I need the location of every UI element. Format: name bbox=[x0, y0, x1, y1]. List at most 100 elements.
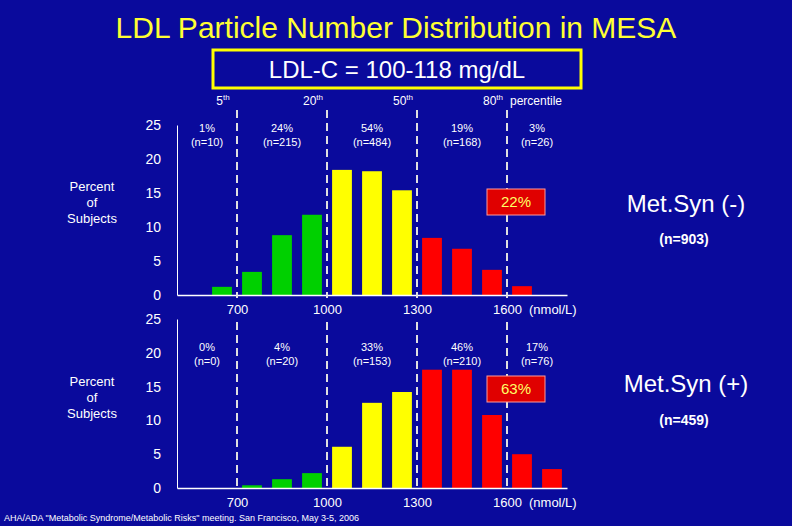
y-tick-label: 15 bbox=[145, 379, 161, 395]
y-tick-label: 10 bbox=[145, 412, 161, 428]
x-axis: 700 1000 1300 1600 bbox=[178, 488, 568, 510]
y-tick: 15 bbox=[145, 185, 177, 201]
percentile-label: 80th bbox=[483, 93, 503, 108]
bar bbox=[542, 469, 562, 488]
segment-percent: 17% bbox=[526, 341, 548, 353]
y-tick: 20 bbox=[145, 345, 177, 361]
segment-count: (n=20) bbox=[266, 355, 298, 367]
y-tick-label: 25 bbox=[145, 117, 161, 133]
highlight-label: 63% bbox=[501, 380, 531, 397]
highlight-box bbox=[487, 189, 545, 215]
background bbox=[0, 0, 792, 526]
x-tick: 1000 bbox=[313, 488, 342, 510]
y-tick: 10 bbox=[145, 219, 177, 235]
bar bbox=[482, 270, 502, 295]
y-axis: 0 5 10 15 20 25 bbox=[145, 311, 177, 496]
y-axis-title: PercentofSubjects bbox=[67, 179, 117, 226]
bar bbox=[302, 473, 322, 488]
percentile-line bbox=[326, 322, 328, 491]
segment-count: (n=153) bbox=[353, 355, 391, 367]
y-tick-label: 5 bbox=[153, 446, 161, 462]
y-axis: 0 5 10 15 20 25 bbox=[145, 117, 177, 303]
y-tick-label: 5 bbox=[153, 253, 161, 269]
segment-percent: 54% bbox=[361, 122, 383, 134]
percentile-line bbox=[416, 110, 418, 298]
subtitle: LDL-C = 100-118 mg/dL bbox=[269, 56, 525, 83]
percentile-label: 20th bbox=[303, 93, 323, 108]
segment-percent: 0% bbox=[199, 341, 215, 353]
segment-count: (n=168) bbox=[443, 136, 481, 148]
bar bbox=[242, 272, 262, 295]
panel: 0 5 10 15 20 25 700 1000 1300 1600 (nmol/L) Percent… bbox=[67, 93, 745, 317]
segment-count: (n=0) bbox=[194, 355, 220, 367]
y-tick: 15 bbox=[145, 379, 177, 395]
title: LDL Particle Number Distribution in MESA bbox=[116, 11, 677, 44]
segment-count: (n=10) bbox=[191, 136, 223, 148]
percentile-label: 5th bbox=[216, 93, 229, 108]
x-tick-label: 700 bbox=[227, 495, 249, 510]
y-tick-label: 10 bbox=[145, 219, 161, 235]
subtitle-box bbox=[213, 50, 581, 88]
percentile-line bbox=[416, 322, 418, 491]
y-tick: 0 bbox=[153, 480, 177, 496]
bars bbox=[212, 170, 532, 295]
y-tick-label: 0 bbox=[153, 287, 161, 303]
x-tick: 1600 bbox=[493, 488, 522, 510]
x-axis: 700 1000 1300 1600 bbox=[178, 295, 568, 317]
segment-count: (n=215) bbox=[263, 136, 301, 148]
bar bbox=[422, 370, 442, 488]
percentile-label: 50th bbox=[393, 93, 413, 108]
x-tick: 1300 bbox=[403, 488, 432, 510]
bars bbox=[242, 370, 562, 488]
y-axis-line bbox=[177, 320, 178, 489]
x-tick: 1300 bbox=[403, 295, 432, 317]
bar bbox=[302, 215, 322, 295]
x-tick: 700 bbox=[227, 488, 249, 510]
x-axis-line bbox=[178, 488, 568, 490]
segment-percent: 24% bbox=[271, 122, 293, 134]
x-tick-label: 1600 bbox=[493, 495, 522, 510]
y-tick: 5 bbox=[153, 253, 177, 269]
segment-percent: 19% bbox=[451, 122, 473, 134]
highlight-box bbox=[487, 376, 545, 402]
bar bbox=[452, 370, 472, 488]
y-axis-title: PercentofSubjects bbox=[67, 374, 117, 421]
y-tick-label: 20 bbox=[145, 345, 161, 361]
y-axis-line bbox=[177, 126, 178, 296]
percentile-caption: percentile bbox=[510, 94, 562, 108]
bar bbox=[272, 479, 292, 488]
x-axis-title: (nmol/L) bbox=[529, 302, 577, 317]
bar bbox=[422, 238, 442, 295]
segment-percent: 3% bbox=[529, 122, 545, 134]
segment-count: (n=26) bbox=[521, 136, 553, 148]
highlight-label: 22% bbox=[501, 193, 531, 210]
source: AHA/ADA "Metabolic Syndrome/Metabolic Ri… bbox=[4, 513, 359, 523]
bar bbox=[332, 447, 352, 488]
segment-percent: 33% bbox=[361, 341, 383, 353]
panel: 0510152025700100013001600(nmol/L)Percent… bbox=[67, 311, 748, 510]
y-tick: 10 bbox=[145, 412, 177, 428]
bar bbox=[362, 171, 382, 295]
segment-percent: 4% bbox=[274, 341, 290, 353]
group-label: Met.Syn (-) bbox=[627, 190, 746, 217]
y-tick-label: 20 bbox=[145, 151, 161, 167]
x-tick: 700 bbox=[227, 295, 249, 317]
segment-count: (n=210) bbox=[443, 355, 481, 367]
bar bbox=[512, 454, 532, 488]
y-tick: 20 bbox=[145, 151, 177, 167]
bar bbox=[242, 485, 262, 488]
group-label: Met.Syn (+) bbox=[624, 370, 749, 397]
x-tick: 1600 bbox=[493, 295, 522, 317]
x-tick: 1000 bbox=[313, 295, 342, 317]
y-tick: 25 bbox=[145, 311, 177, 327]
bar bbox=[392, 392, 412, 488]
x-tick-label: 700 bbox=[227, 302, 249, 317]
x-tick-label: 1000 bbox=[313, 495, 342, 510]
percentile-line bbox=[326, 110, 328, 298]
segment-percent: 1% bbox=[199, 122, 215, 134]
bar bbox=[362, 403, 382, 488]
y-tick: 25 bbox=[145, 117, 177, 133]
group-count: (n=903) bbox=[659, 231, 708, 247]
bar bbox=[392, 190, 412, 295]
segment-count: (n=76) bbox=[521, 355, 553, 367]
